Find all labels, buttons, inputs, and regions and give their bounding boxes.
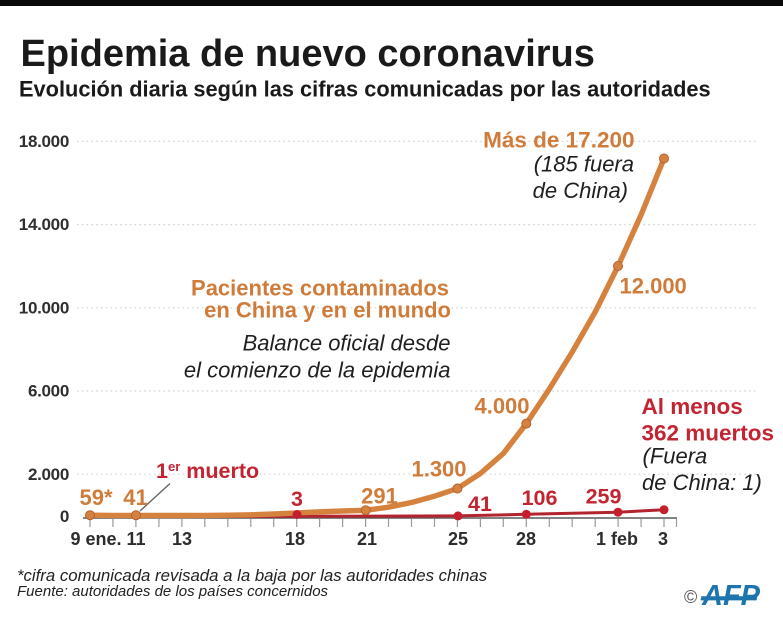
svg-text:*cifra comunicada revisada a l: *cifra comunicada revisada a la baja por… — [17, 566, 488, 585]
svg-text:Pacientes contaminados: Pacientes contaminados — [191, 276, 449, 301]
svg-text:18.000: 18.000 — [19, 132, 69, 151]
svg-text:de China): de China) — [533, 178, 628, 203]
svg-text:41: 41 — [123, 485, 147, 510]
svg-text:18: 18 — [285, 529, 305, 549]
svg-text:291: 291 — [361, 484, 398, 509]
svg-text:el comienzo de la epidemia: el comienzo de la epidemia — [184, 358, 451, 383]
svg-text:Al menos: Al menos — [642, 394, 743, 419]
svg-text:AFP: AFP — [701, 580, 761, 612]
svg-text:106: 106 — [522, 486, 558, 510]
svg-text:14.000: 14.000 — [19, 215, 69, 234]
svg-text:1 feb: 1 feb — [596, 529, 638, 549]
svg-text:Epidemia de nuevo coronavirus: Epidemia de nuevo coronavirus — [21, 33, 595, 75]
svg-text:21: 21 — [357, 529, 377, 549]
svg-text:362 muertos: 362 muertos — [642, 421, 775, 446]
svg-text:(185 fuera: (185 fuera — [534, 152, 634, 177]
svg-text:3: 3 — [658, 529, 668, 549]
svg-text:11: 11 — [126, 529, 145, 549]
svg-text:2.000: 2.000 — [28, 465, 69, 484]
svg-text:3: 3 — [291, 487, 303, 511]
svg-text:Fuente: autoridades de los paí: Fuente: autoridades de los países concer… — [17, 583, 329, 600]
svg-text:59*: 59* — [79, 485, 112, 510]
svg-text:Más de 17.200: Más de 17.200 — [483, 128, 634, 153]
svg-text:Balance oficial desde: Balance oficial desde — [243, 331, 451, 356]
svg-text:12.000: 12.000 — [620, 274, 687, 299]
svg-text:Evolución diaria según las cif: Evolución diaria según las cifras comuni… — [19, 77, 711, 102]
svg-text:259: 259 — [586, 485, 622, 509]
svg-text:1er muerto: 1er muerto — [156, 459, 259, 483]
svg-text:1.300: 1.300 — [411, 457, 466, 482]
svg-text:28: 28 — [516, 529, 536, 549]
svg-text:13: 13 — [172, 529, 192, 549]
svg-text:©: © — [684, 587, 697, 607]
svg-text:6.000: 6.000 — [28, 382, 69, 401]
svg-text:0: 0 — [60, 507, 69, 526]
svg-text:en China y en el mundo: en China y en el mundo — [204, 298, 451, 323]
svg-text:41: 41 — [468, 492, 492, 516]
svg-text:25: 25 — [448, 529, 468, 549]
svg-text:de China: 1): de China: 1) — [642, 470, 762, 495]
svg-text:9 ene.: 9 ene. — [70, 529, 121, 549]
svg-text:4.000: 4.000 — [474, 394, 529, 419]
svg-text:(Fuera: (Fuera — [643, 444, 708, 469]
svg-text:10.000: 10.000 — [19, 298, 69, 317]
